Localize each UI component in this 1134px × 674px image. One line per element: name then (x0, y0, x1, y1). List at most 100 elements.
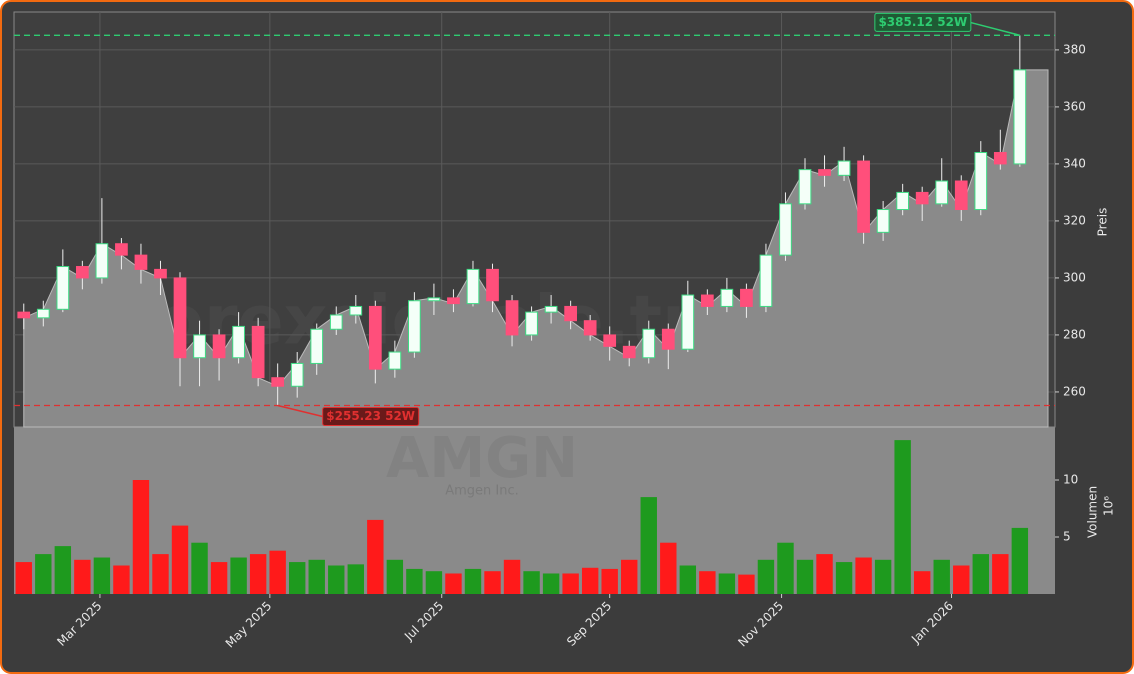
volume-bar (54, 546, 72, 594)
y-tick-label: 260 (1063, 384, 1086, 398)
volume-bar (74, 559, 91, 594)
volume-bar (249, 554, 267, 594)
volume-bar (152, 554, 169, 594)
candle-body (779, 203, 792, 256)
volume-bar (35, 554, 52, 594)
candle-body (896, 191, 910, 211)
volume-bar (718, 573, 736, 594)
volume-bar (132, 480, 150, 594)
annotation-arrow (969, 21, 1021, 37)
candle-body (837, 160, 851, 176)
annotation-box (874, 12, 972, 32)
volume-bar (93, 557, 111, 594)
candle-body (290, 362, 304, 387)
candle-body (95, 243, 109, 279)
volume-bar (288, 562, 306, 594)
candle-body (349, 305, 363, 316)
y-tick-label: 300 (1063, 270, 1086, 284)
candle-body (193, 334, 206, 359)
volume-bar (406, 568, 423, 594)
candle-body (447, 297, 460, 305)
volume-bar (386, 559, 404, 594)
watermark-subtitle: Amgen Inc. (445, 484, 519, 499)
volume-bar (328, 565, 345, 594)
y-tick-label: 280 (1063, 327, 1086, 341)
candle-body (251, 325, 265, 379)
candle-body (173, 277, 187, 359)
candle-body (17, 311, 31, 319)
candle-body (681, 294, 695, 350)
annotation-label: $385.12 52W (878, 15, 967, 29)
volume-bar (855, 557, 872, 594)
volume-bar (445, 573, 462, 594)
volume-bar (230, 557, 247, 594)
volume-bar (699, 571, 716, 594)
volume-bar (796, 559, 814, 594)
volume-bar (972, 554, 989, 594)
candle-body (720, 288, 734, 307)
annotation-arrow (277, 404, 323, 418)
candle-body (642, 328, 656, 359)
candle-body (935, 180, 949, 205)
y-tick-label: 10 (1063, 473, 1078, 487)
volume-bar (308, 559, 325, 594)
candle-body (232, 325, 245, 359)
volume-bar (874, 559, 892, 594)
volume-bar (542, 573, 560, 594)
candle-body (1013, 69, 1027, 165)
volume-bar (269, 550, 286, 594)
y-tick-label: 5 (1063, 530, 1071, 544)
candle-body (857, 160, 870, 233)
candle-body (329, 314, 343, 330)
y-tick-label: 340 (1063, 156, 1086, 170)
candle-body (525, 311, 538, 336)
candle-body (993, 152, 1007, 165)
candle-body (583, 320, 597, 336)
y-axis-label: Preis (1096, 208, 1110, 237)
volume-bar (523, 571, 540, 594)
watermark: AMGN (386, 426, 578, 491)
volume-bar (992, 554, 1009, 594)
candle-body (56, 266, 70, 310)
volume-bar (816, 554, 833, 594)
volume-bar (464, 568, 482, 594)
volume-bar (425, 571, 443, 594)
volume-bar (738, 574, 755, 594)
candle-body (486, 268, 499, 302)
volume-bar (210, 562, 228, 594)
candle-body (915, 191, 929, 205)
y-axis-scale: 10⁶ (1102, 496, 1116, 516)
candle-body (212, 334, 226, 359)
volume-bar (171, 525, 189, 594)
candle-body (427, 297, 441, 302)
candle-body (544, 305, 558, 313)
candle-body (661, 328, 675, 350)
volume-bar (15, 562, 32, 594)
candle-body (818, 169, 831, 176)
candle-body (154, 268, 167, 279)
candle-body (388, 351, 402, 370)
volume-bar (191, 542, 208, 594)
candle-body (75, 266, 89, 279)
annotation-label: $255.23 52W (326, 409, 415, 423)
candle-body (271, 377, 285, 387)
volume-bar (835, 562, 853, 594)
volume-bar (933, 559, 950, 594)
candle-body (700, 294, 714, 307)
y-axis-label: Volumen (1086, 486, 1100, 538)
volume-bar (777, 542, 794, 594)
candle-body (368, 305, 382, 370)
y-tick-label: 320 (1063, 213, 1086, 227)
annotation-box (322, 407, 420, 427)
volume-bar (581, 567, 599, 594)
candle-body (954, 180, 968, 211)
candle-body (876, 209, 890, 233)
candle-body (564, 305, 577, 322)
volume-bar (347, 564, 364, 594)
volume-bar (562, 573, 579, 594)
volume-bar (484, 571, 501, 594)
y-tick-label: 360 (1063, 99, 1086, 113)
volume-bar (367, 519, 384, 594)
